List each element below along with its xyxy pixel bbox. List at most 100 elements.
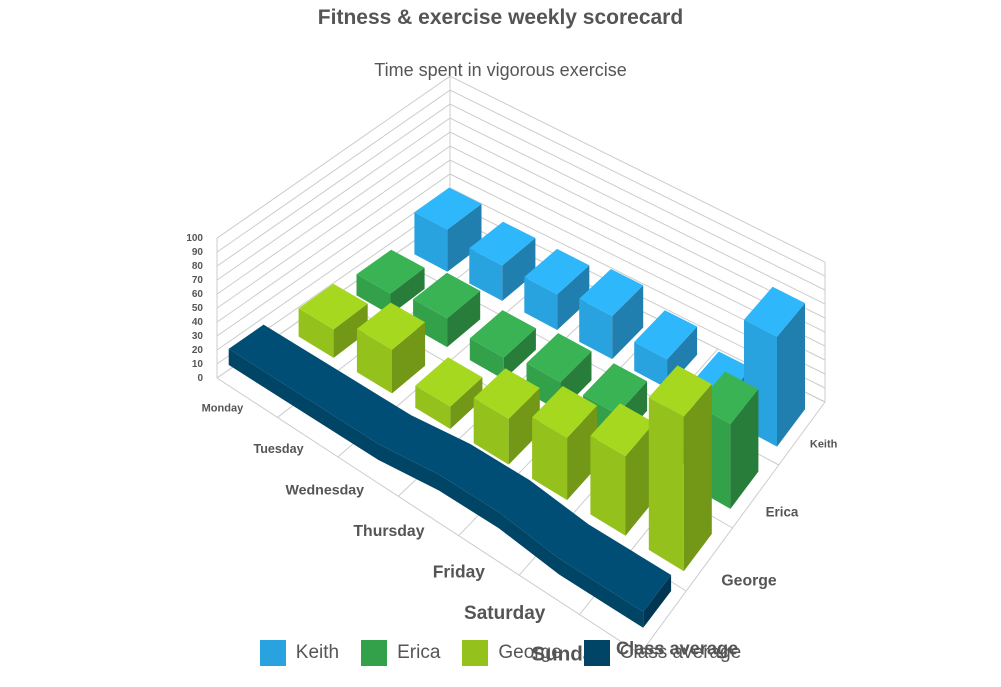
bar-side-face bbox=[612, 285, 644, 360]
bar-front-face bbox=[413, 299, 448, 348]
y-tick-label: 80 bbox=[192, 261, 204, 272]
bar-side-face bbox=[333, 303, 368, 358]
legend-swatch bbox=[583, 640, 610, 666]
bar-front-face bbox=[469, 248, 503, 301]
floor-gridline bbox=[216, 377, 641, 655]
bar-front-face bbox=[414, 212, 448, 272]
bar-front-face bbox=[590, 435, 626, 536]
chart-legend: Keith Erica George Class average bbox=[0, 640, 1001, 666]
y-tick-label: 20 bbox=[192, 345, 204, 356]
legend-item[interactable]: Erica bbox=[361, 640, 440, 666]
bar-top-face bbox=[356, 302, 426, 350]
bar-george bbox=[298, 283, 368, 358]
bar-keith bbox=[414, 187, 482, 272]
bar-front-face bbox=[532, 417, 568, 501]
legend-item[interactable]: Keith bbox=[259, 640, 340, 666]
chart-axis-labels: 0 10 20 30 40 50 60 70 80 90 100 Monday Tuesday Wedne… bbox=[186, 233, 837, 665]
bar-top-face bbox=[526, 333, 592, 383]
y-tick-label: 90 bbox=[192, 247, 204, 258]
bar-front-face bbox=[469, 338, 504, 380]
bar-side-face bbox=[503, 328, 536, 380]
bar-front-face bbox=[356, 328, 392, 394]
bar-side-face bbox=[777, 303, 805, 447]
gridline bbox=[216, 131, 826, 319]
bar-front-face bbox=[648, 397, 684, 572]
bar-george bbox=[356, 302, 426, 394]
x-tick-label: Thursday bbox=[353, 523, 424, 540]
bar-top-face bbox=[696, 371, 759, 424]
legend-label: Erica bbox=[397, 642, 441, 663]
y-tick-label: 10 bbox=[192, 359, 204, 370]
bar-keith bbox=[524, 248, 590, 330]
bar-george bbox=[648, 365, 712, 572]
bar-keith bbox=[469, 221, 536, 301]
bar-top-face bbox=[414, 187, 482, 230]
legend-swatch bbox=[462, 640, 489, 666]
bar-front-face bbox=[415, 385, 451, 429]
bar-side-face bbox=[390, 267, 425, 315]
legend-item[interactable]: George bbox=[462, 640, 562, 666]
bar-side-face bbox=[625, 422, 655, 536]
bar-top-face bbox=[298, 283, 368, 330]
bar-front-face bbox=[579, 298, 613, 360]
bar-front-face bbox=[473, 398, 509, 465]
legend-swatch bbox=[361, 640, 388, 666]
bar-top-face bbox=[744, 286, 805, 337]
x-tick-label: Monday bbox=[202, 403, 244, 415]
bar-side-face bbox=[447, 290, 481, 348]
bar-side-face bbox=[557, 265, 590, 330]
series-axis-label: Keith bbox=[810, 439, 838, 451]
legend-label: Keith bbox=[295, 642, 340, 663]
bar-george bbox=[590, 403, 655, 536]
bar-top-face bbox=[413, 272, 481, 319]
chart-marks bbox=[228, 187, 805, 628]
bar-george bbox=[415, 357, 483, 429]
bar-front-face bbox=[298, 308, 334, 358]
bar-side-face bbox=[730, 389, 759, 509]
bar-top-face bbox=[590, 403, 655, 457]
bar-top-face bbox=[415, 357, 483, 407]
bar-side-face bbox=[450, 377, 483, 429]
x-tick-label: Wednesday bbox=[285, 483, 364, 499]
bar-top-face bbox=[648, 365, 712, 417]
bar-top-face bbox=[469, 310, 536, 358]
bar-top-face bbox=[473, 368, 540, 419]
y-tick-label: 0 bbox=[197, 373, 203, 384]
series-axis-label: Class average bbox=[616, 639, 738, 659]
chart-subtitle: Time spent in vigorous exercise bbox=[374, 60, 627, 80]
bar-side-face bbox=[392, 322, 426, 394]
bar-top-face bbox=[469, 221, 536, 266]
x-tick-label: Saturday bbox=[464, 603, 546, 624]
class-average-ribbon-end bbox=[643, 575, 672, 628]
bar-front-face bbox=[634, 342, 668, 389]
y-tick-label: 50 bbox=[192, 303, 204, 314]
bar-front-face bbox=[524, 277, 558, 330]
x-tick-label: Tuesday bbox=[253, 442, 303, 456]
bar-erica bbox=[356, 249, 425, 315]
bar-keith bbox=[579, 269, 644, 360]
legend-item[interactable]: Class average bbox=[583, 640, 742, 666]
bar-top-face bbox=[579, 269, 644, 317]
chart-title: Fitness & exercise weekly scorecard bbox=[317, 6, 684, 29]
bar-side-face bbox=[447, 203, 482, 272]
bar-top-face bbox=[524, 248, 590, 295]
legend-label: George bbox=[498, 642, 562, 663]
bar-top-face bbox=[634, 310, 698, 360]
legend-label: Class average bbox=[619, 642, 742, 663]
bar-side-face bbox=[567, 405, 598, 501]
legend-swatch bbox=[259, 640, 286, 666]
bar-side-face bbox=[683, 384, 712, 572]
bar-side-face bbox=[502, 238, 536, 301]
y-tick-label: 60 bbox=[192, 289, 204, 300]
y-tick-label: 30 bbox=[192, 331, 204, 342]
bar-erica bbox=[469, 310, 536, 380]
x-tick-label: Friday bbox=[433, 561, 486, 581]
class-average-ribbon-top bbox=[228, 324, 672, 612]
bar-erica bbox=[413, 272, 481, 348]
y-tick-label: 100 bbox=[186, 233, 203, 244]
bar-side-face bbox=[508, 388, 540, 465]
y-tick-label: 70 bbox=[192, 275, 204, 286]
series-axis-label: George bbox=[721, 573, 777, 590]
bar-george bbox=[532, 386, 598, 501]
bar-george bbox=[473, 368, 540, 465]
